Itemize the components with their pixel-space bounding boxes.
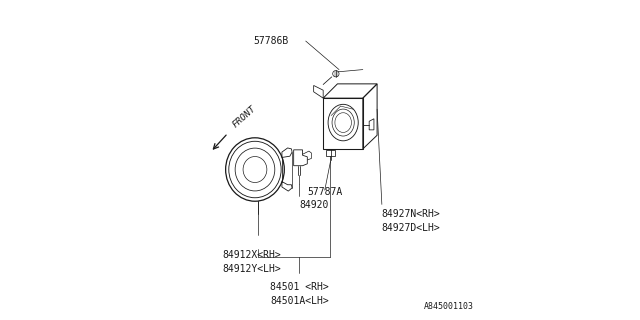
Text: 84501 <RH>
84501A<LH>: 84501 <RH> 84501A<LH> [270, 282, 329, 306]
Text: 84927N<RH>
84927D<LH>: 84927N<RH> 84927D<LH> [382, 209, 440, 233]
Text: 57787A: 57787A [307, 187, 342, 197]
Text: FRONT: FRONT [231, 104, 258, 130]
Text: 84912X<RH>
84912Y<LH>: 84912X<RH> 84912Y<LH> [223, 251, 281, 275]
Text: A845001103: A845001103 [424, 302, 474, 311]
Text: 57786B: 57786B [253, 36, 288, 46]
Text: 84920: 84920 [300, 200, 329, 210]
